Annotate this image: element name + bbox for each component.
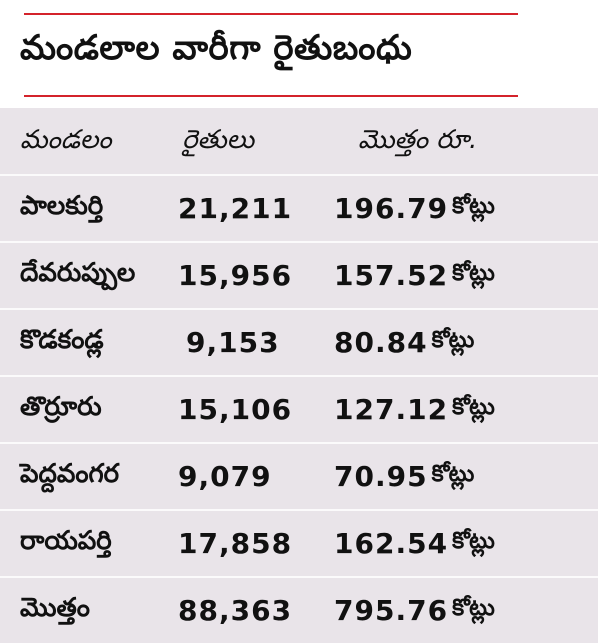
table-row: దేవరుప్పుల 15,956 157.52 కోట్లు xyxy=(0,243,598,308)
header-total: మొత్తం రూ. xyxy=(358,125,478,155)
total-amount-value: 795.76 xyxy=(334,594,449,627)
farmer-count: 21,211 xyxy=(178,192,293,225)
amount-cell: 70.95 కోట్లు xyxy=(334,444,474,509)
table-row: తొర్రూరు 15,106 127.12 కోట్లు xyxy=(0,377,598,442)
table-row: రాయపర్తి 17,858 162.54 కోట్లు xyxy=(0,511,598,576)
mandal-name: దేవరుప్పుల xyxy=(20,257,136,288)
total-amount-cell: 795.76 కోట్లు xyxy=(334,578,495,643)
amount-value: 157.52 xyxy=(334,259,449,292)
amount-cell: 162.54 కోట్లు xyxy=(334,511,495,576)
amount-cell: 157.52 కోట్లు xyxy=(334,243,495,308)
mandal-name: పెద్దవంగర xyxy=(20,458,120,489)
row-divider xyxy=(0,576,598,578)
table-row: పాలకుర్తి 21,211 196.79 కోట్లు xyxy=(0,176,598,241)
header-farmers: రైతులు xyxy=(182,125,255,155)
mandal-name: రాయపర్తి xyxy=(20,525,112,556)
amount-value: 70.95 xyxy=(334,460,428,493)
total-label: మొత్తం xyxy=(20,592,90,623)
total-farmers: 88,363 xyxy=(178,594,293,627)
amount-unit: కోట్లు xyxy=(452,393,495,420)
farmer-count: 9,153 xyxy=(186,326,280,359)
table-row: కొడకండ్ల 9,153 80.84 కోట్లు xyxy=(0,310,598,375)
table-row: పెద్దవంగర 9,079 70.95 కోట్లు xyxy=(0,444,598,509)
amount-unit: కోట్లు xyxy=(452,594,495,621)
farmer-count: 9,079 xyxy=(178,460,272,493)
data-table: మండలం రైతులు మొత్తం రూ. పాలకుర్తి 21,211… xyxy=(0,112,598,643)
row-divider xyxy=(0,509,598,511)
row-divider xyxy=(0,174,598,176)
bottom-red-rule xyxy=(24,95,518,97)
amount-value: 196.79 xyxy=(334,192,449,225)
amount-value: 162.54 xyxy=(334,527,449,560)
title-panel: మండలాల వారీగా రైతుబంధు xyxy=(0,0,598,108)
farmer-count: 15,106 xyxy=(178,393,293,426)
amount-unit: కోట్లు xyxy=(431,326,475,353)
table-header-row: మండలం రైతులు మొత్తం రూ. xyxy=(0,112,598,174)
row-divider xyxy=(0,375,598,377)
amount-value: 80.84 xyxy=(334,326,428,359)
farmer-count: 17,858 xyxy=(178,527,293,560)
header-mandal: మండలం xyxy=(20,125,112,155)
amount-cell: 80.84 కోట్లు xyxy=(334,310,474,375)
row-divider xyxy=(0,241,598,243)
mandal-name: తొర్రూరు xyxy=(20,391,102,422)
farmer-count: 15,956 xyxy=(178,259,293,292)
row-divider xyxy=(0,308,598,310)
mandal-name: కొడకండ్ల xyxy=(20,324,104,355)
amount-cell: 127.12 కోట్లు xyxy=(334,377,495,442)
row-divider xyxy=(0,442,598,444)
top-red-rule xyxy=(24,13,518,15)
mandal-name: పాలకుర్తి xyxy=(20,190,104,221)
amount-cell: 196.79 కోట్లు xyxy=(334,176,495,241)
amount-unit: కోట్లు xyxy=(452,259,495,286)
amount-value: 127.12 xyxy=(334,393,449,426)
amount-unit: కోట్లు xyxy=(452,192,495,219)
amount-unit: కోట్లు xyxy=(431,460,475,487)
amount-unit: కోట్లు xyxy=(452,527,495,554)
table-total-row: మొత్తం 88,363 795.76 కోట్లు xyxy=(0,578,598,643)
page-title: మండలాల వారీగా రైతుబంధు xyxy=(20,28,413,68)
